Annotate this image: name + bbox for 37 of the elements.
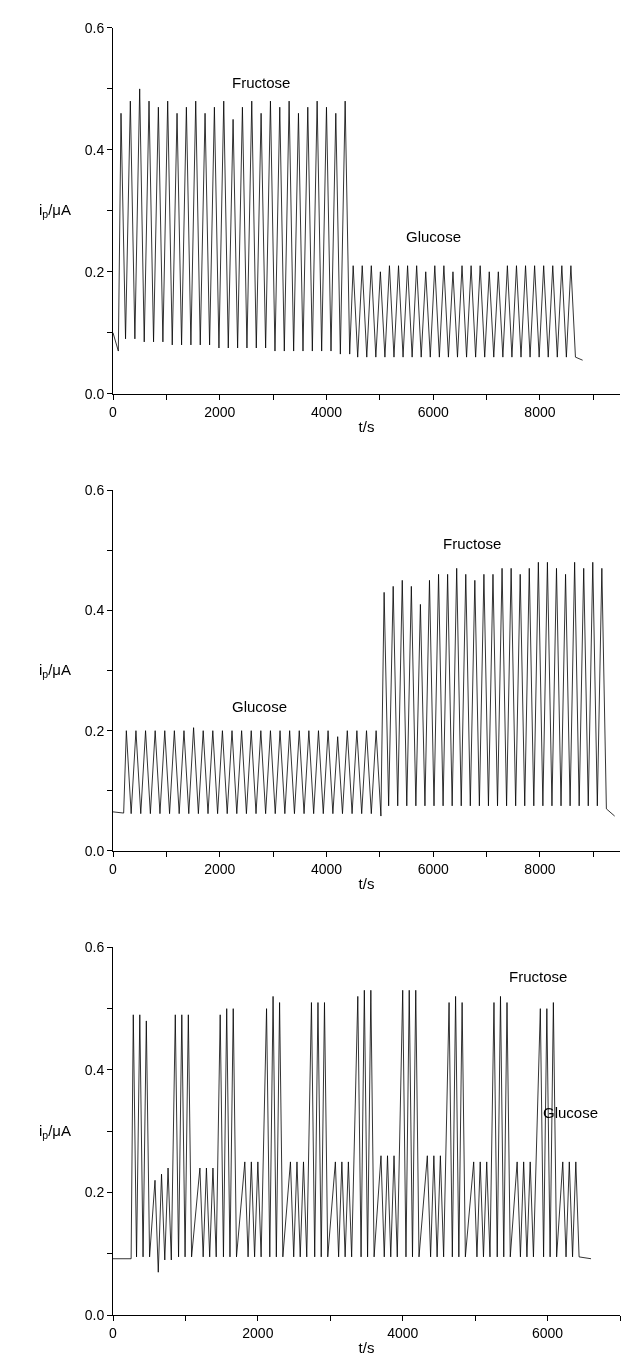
y-axis-title: i$_{p}$/μA bbox=[39, 661, 72, 681]
annotation: Glucose bbox=[232, 698, 288, 715]
x-tick-label: 2000 bbox=[204, 403, 236, 420]
x-tick-label: 8000 bbox=[524, 403, 556, 420]
y-tick-label: 0.6 bbox=[84, 482, 105, 499]
x-axis-title: t/s bbox=[358, 874, 375, 892]
x-tick-label: 4000 bbox=[310, 403, 343, 420]
x-tick-label: 4000 bbox=[387, 1324, 419, 1341]
x-tick-label: 2000 bbox=[242, 1324, 274, 1341]
y-tick-label: 0.0 bbox=[84, 1307, 105, 1324]
x-tick-label: 0 bbox=[109, 403, 118, 420]
y-tick-label: 0.2 bbox=[84, 1184, 105, 1201]
x-tick-label: 6000 bbox=[417, 860, 449, 877]
y-tick-label: 0.2 bbox=[84, 263, 105, 280]
y-tick-label: 0.6 bbox=[84, 939, 105, 956]
y-tick-label: 0.4 bbox=[84, 1061, 105, 1078]
y-tick-label: 0.2 bbox=[84, 722, 105, 739]
y-tick-label: 0.4 bbox=[84, 602, 105, 619]
x-tick-label: 6000 bbox=[417, 403, 449, 420]
y-tick-label: 0.6 bbox=[84, 19, 105, 36]
annotation: Fructose bbox=[232, 74, 291, 91]
annotation: Fructose bbox=[509, 968, 568, 985]
y-axis-title: i$_{p}$/μA bbox=[39, 201, 72, 221]
x-tick-label: 2000 bbox=[204, 860, 236, 877]
y-axis-title: i$_{p}$/μA bbox=[39, 1122, 72, 1142]
y-tick-label: 0.4 bbox=[84, 141, 105, 158]
x-tick-label: 0 bbox=[109, 860, 118, 877]
x-axis-title: t/s bbox=[358, 417, 375, 435]
x-axis-title: t/s bbox=[358, 1338, 375, 1356]
x-tick-label: 4000 bbox=[310, 860, 343, 877]
x-tick-label: 8000 bbox=[524, 860, 556, 877]
x-tick-label: 0 bbox=[109, 1324, 118, 1341]
x-tick-label: 6000 bbox=[531, 1324, 564, 1341]
y-tick-label: 0.0 bbox=[84, 385, 105, 402]
annotation: Fructose bbox=[443, 535, 502, 552]
annotation: Glucose bbox=[406, 228, 462, 245]
y-tick-label: 0.0 bbox=[84, 842, 105, 859]
